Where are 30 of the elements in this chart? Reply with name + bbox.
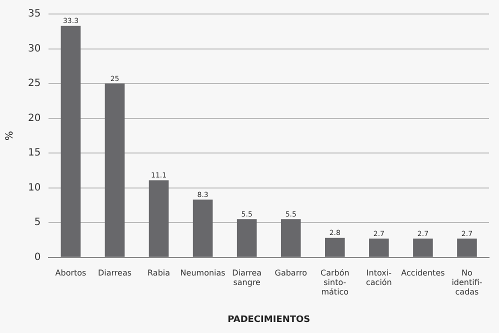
y-tick-label: 10 (28, 182, 41, 194)
x-tick-label: Diarrea sangre (232, 268, 262, 287)
bar (192, 200, 213, 257)
y-tick-label: 0 (34, 252, 41, 263)
bar (60, 26, 81, 257)
bar (457, 238, 477, 257)
x-tick-label: No identifi- cadas (452, 268, 482, 296)
bar (325, 238, 345, 257)
x-tick-label: Intoxi- cación (366, 268, 392, 287)
y-tick-label: 35 (28, 8, 41, 20)
bar (413, 238, 433, 257)
y-tick-label: 25 (28, 78, 41, 90)
x-tick-label: Accidentes (401, 268, 445, 278)
bar (369, 238, 389, 257)
x-axis-title: PADECIMIENTOS (228, 314, 310, 325)
bar (236, 219, 257, 257)
y-tick-label: 20 (28, 112, 41, 124)
x-tick-label: Neumonias (180, 268, 226, 278)
bar (104, 84, 125, 257)
y-tick-label: 30 (28, 43, 41, 54)
x-tick-label: Gabarro (274, 268, 308, 278)
bar (280, 219, 301, 257)
x-tick-label: Rabia (148, 268, 170, 278)
x-tick-label: Diarreas (98, 268, 132, 278)
y-tick-label: 5 (34, 217, 41, 228)
bar (148, 180, 169, 257)
y-axis-title: % (4, 130, 16, 140)
x-tick-label: Abortos (55, 268, 86, 278)
x-tick-label: Carbón sinto- mático (320, 268, 350, 296)
y-tick-label: 15 (28, 148, 41, 159)
